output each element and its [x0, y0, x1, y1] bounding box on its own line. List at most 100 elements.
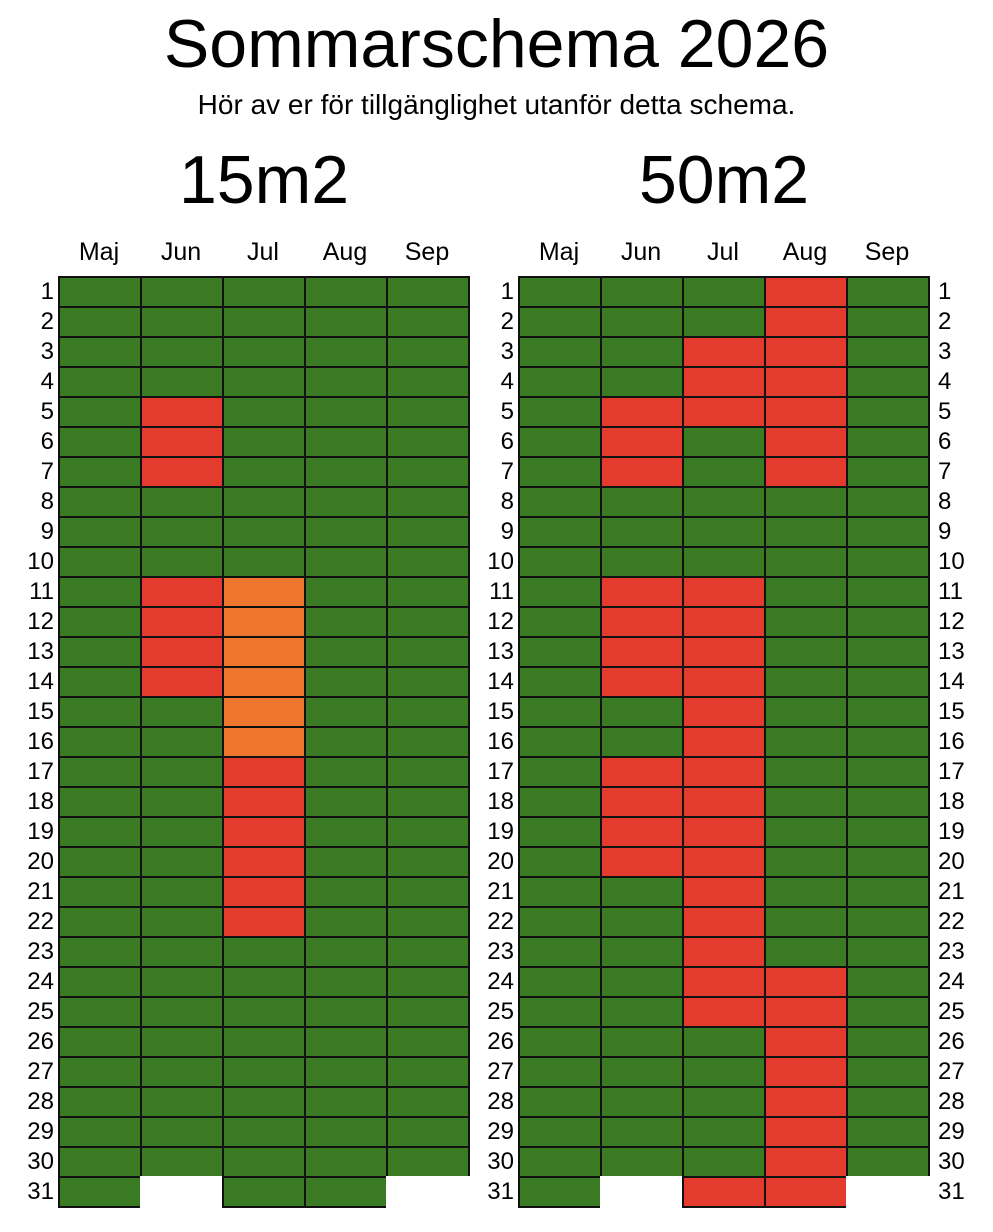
day-cell-15m2-jun-8-available	[140, 486, 224, 518]
day-cell-50m2-aug-19-available	[764, 816, 848, 848]
day-cell-50m2-aug-12-available	[764, 606, 848, 638]
day-cell-15m2-sep-19-available	[386, 816, 470, 848]
day-cell-15m2-aug-17-available	[304, 756, 388, 788]
day-cell-50m2-jul-26-available	[682, 1026, 766, 1058]
day-cell-15m2-jul-2-available	[222, 306, 306, 338]
day-label-right: 26	[938, 1028, 965, 1055]
day-cell-50m2-jul-3-booked	[682, 336, 766, 368]
day-label-left: 14	[27, 668, 54, 695]
month-header-jun-15m2: Jun	[160, 238, 202, 266]
day-cell-50m2-sep-24-available	[846, 966, 930, 998]
day-cell-50m2-sep-26-available	[846, 1026, 930, 1058]
day-cell-50m2-jun-29-available	[600, 1116, 684, 1148]
day-cell-15m2-aug-2-available	[304, 306, 388, 338]
day-cell-15m2-jun-31-none	[140, 1176, 224, 1208]
day-cell-50m2-aug-30-booked	[764, 1146, 848, 1178]
day-cell-50m2-aug-13-available	[764, 636, 848, 668]
day-cell-15m2-jun-7-booked	[140, 456, 224, 488]
day-cell-50m2-sep-20-available	[846, 846, 930, 878]
day-cell-15m2-jul-12-partial	[222, 606, 306, 638]
day-cell-15m2-jun-19-available	[140, 816, 224, 848]
day-cell-50m2-jul-25-booked	[682, 996, 766, 1028]
day-cell-15m2-jul-19-booked	[222, 816, 306, 848]
day-cell-50m2-jun-22-available	[600, 906, 684, 938]
day-cell-15m2-aug-14-available	[304, 666, 388, 698]
day-label-right: 15	[938, 698, 965, 725]
day-cell-50m2-jul-28-available	[682, 1086, 766, 1118]
day-cell-50m2-aug-28-booked	[764, 1086, 848, 1118]
day-cell-50m2-aug-6-booked	[764, 426, 848, 458]
day-cell-50m2-jul-23-booked	[682, 936, 766, 968]
day-cell-50m2-aug-23-available	[764, 936, 848, 968]
day-cell-15m2-jun-3-available	[140, 336, 224, 368]
day-label-middle: 10	[487, 548, 514, 575]
day-cell-15m2-jul-18-booked	[222, 786, 306, 818]
day-cell-50m2-maj-26-available	[518, 1026, 602, 1058]
day-label-left: 24	[27, 968, 54, 995]
day-cell-15m2-sep-1-available	[386, 276, 470, 308]
day-label-middle: 23	[487, 938, 514, 965]
day-cell-50m2-jul-4-booked	[682, 366, 766, 398]
day-cell-15m2-sep-18-available	[386, 786, 470, 818]
day-cell-50m2-maj-9-available	[518, 516, 602, 548]
day-cell-50m2-jun-12-booked	[600, 606, 684, 638]
day-cell-15m2-jun-22-available	[140, 906, 224, 938]
day-cell-50m2-aug-24-booked	[764, 966, 848, 998]
day-cell-15m2-aug-8-available	[304, 486, 388, 518]
day-label-middle: 3	[500, 338, 514, 365]
day-cell-50m2-sep-21-available	[846, 876, 930, 908]
day-cell-50m2-jul-18-booked	[682, 786, 766, 818]
day-cell-50m2-jun-17-booked	[600, 756, 684, 788]
day-cell-50m2-jul-29-available	[682, 1116, 766, 1148]
day-cell-50m2-maj-12-available	[518, 606, 602, 638]
day-cell-50m2-aug-3-booked	[764, 336, 848, 368]
day-cell-15m2-aug-29-available	[304, 1116, 388, 1148]
day-cell-15m2-maj-7-available	[58, 456, 142, 488]
day-cell-50m2-maj-20-available	[518, 846, 602, 878]
day-label-left: 27	[27, 1058, 54, 1085]
day-label-left: 19	[27, 818, 54, 845]
day-label-middle: 8	[500, 488, 514, 515]
day-cell-15m2-jul-24-available	[222, 966, 306, 998]
day-label-right: 12	[938, 608, 965, 635]
day-cell-50m2-sep-27-available	[846, 1056, 930, 1088]
day-label-middle: 27	[487, 1058, 514, 1085]
day-cell-50m2-sep-12-available	[846, 606, 930, 638]
day-cell-50m2-jun-28-available	[600, 1086, 684, 1118]
day-cell-15m2-sep-23-available	[386, 936, 470, 968]
day-cell-15m2-sep-4-available	[386, 366, 470, 398]
day-cell-15m2-aug-27-available	[304, 1056, 388, 1088]
day-cell-50m2-sep-17-available	[846, 756, 930, 788]
day-label-right: 24	[938, 968, 965, 995]
day-cell-50m2-jul-30-available	[682, 1146, 766, 1178]
day-label-middle: 24	[487, 968, 514, 995]
day-cell-15m2-aug-10-available	[304, 546, 388, 578]
day-cell-15m2-aug-18-available	[304, 786, 388, 818]
day-cell-50m2-jul-24-booked	[682, 966, 766, 998]
day-cell-50m2-jun-20-booked	[600, 846, 684, 878]
day-cell-50m2-jul-17-booked	[682, 756, 766, 788]
day-cell-15m2-maj-6-available	[58, 426, 142, 458]
day-label-right: 30	[938, 1148, 965, 1175]
day-cell-50m2-jul-6-available	[682, 426, 766, 458]
day-cell-15m2-jun-28-available	[140, 1086, 224, 1118]
day-cell-15m2-sep-24-available	[386, 966, 470, 998]
day-cell-50m2-jul-22-booked	[682, 906, 766, 938]
day-cell-15m2-jul-25-available	[222, 996, 306, 1028]
day-cell-15m2-maj-4-available	[58, 366, 142, 398]
day-label-left: 16	[27, 728, 54, 755]
day-cell-50m2-maj-10-available	[518, 546, 602, 578]
day-cell-15m2-sep-2-available	[386, 306, 470, 338]
day-cell-15m2-jun-16-available	[140, 726, 224, 758]
day-cell-15m2-maj-24-available	[58, 966, 142, 998]
day-cell-15m2-sep-7-available	[386, 456, 470, 488]
day-cell-15m2-jun-2-available	[140, 306, 224, 338]
month-header-aug-15m2: Aug	[322, 238, 368, 266]
day-cell-15m2-maj-27-available	[58, 1056, 142, 1088]
day-cell-50m2-jun-31-none	[600, 1176, 684, 1208]
day-cell-15m2-sep-12-available	[386, 606, 470, 638]
day-cell-15m2-sep-17-available	[386, 756, 470, 788]
day-cell-50m2-sep-25-available	[846, 996, 930, 1028]
day-label-right: 4	[938, 368, 952, 395]
day-label-left: 28	[27, 1088, 54, 1115]
